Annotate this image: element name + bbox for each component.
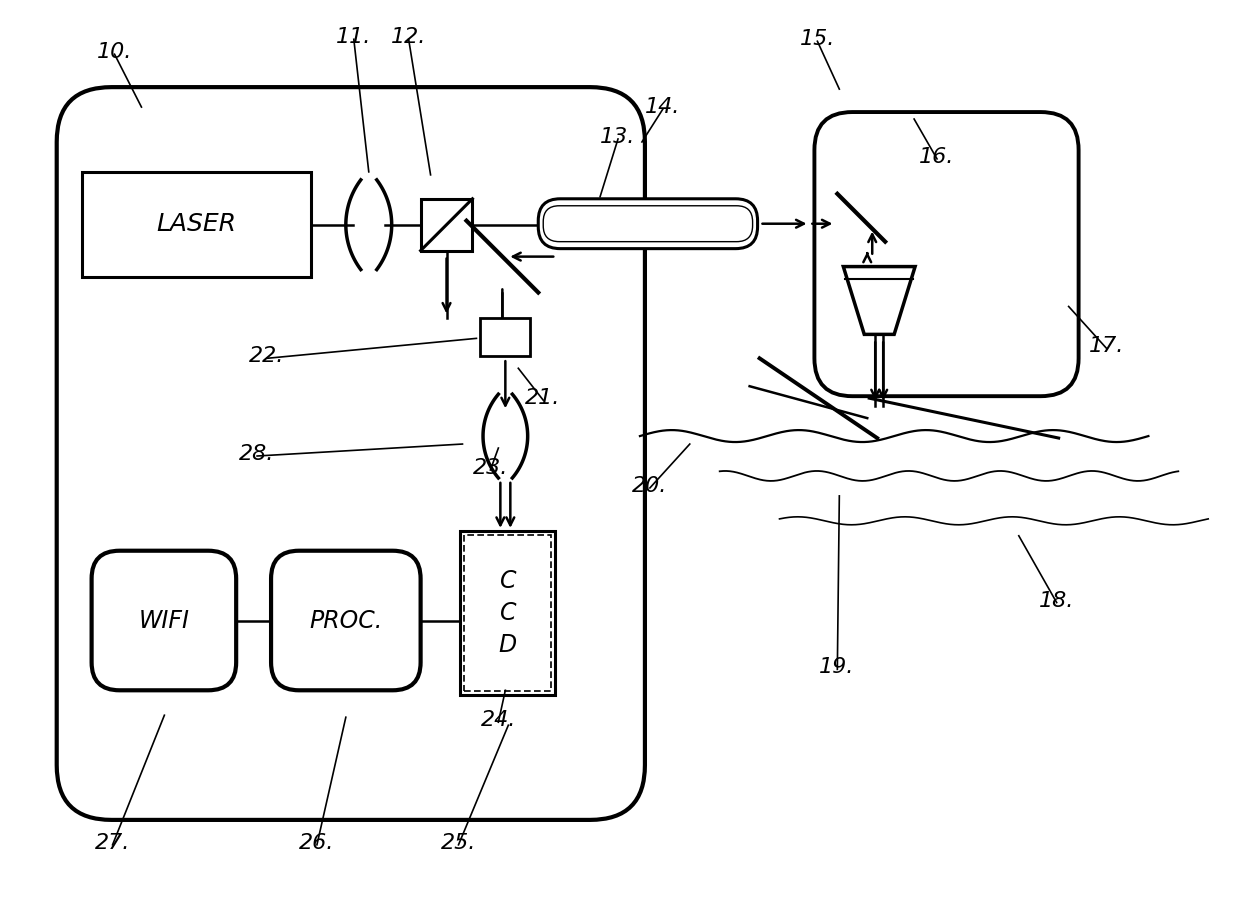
Text: PROC.: PROC. [309,608,382,633]
Bar [480,319,531,356]
Text: WIFI: WIFI [139,608,190,633]
Text: 22.: 22. [249,346,284,366]
Text: 14.: 14. [645,97,681,117]
Bar [460,530,556,695]
Text: 21.: 21. [526,388,560,409]
Bar [465,535,552,692]
Text: 19.: 19. [820,658,854,677]
Text: 27.: 27. [94,833,130,853]
Text: 28.: 28. [239,444,274,464]
Text: C
C
D: C C D [498,570,517,657]
Text: 24.: 24. [480,710,516,730]
Text: 17.: 17. [1089,336,1123,356]
Text: 11.: 11. [336,27,371,48]
FancyBboxPatch shape [92,551,236,691]
FancyBboxPatch shape [57,87,645,820]
FancyBboxPatch shape [272,551,420,691]
FancyBboxPatch shape [543,206,753,242]
Text: 10.: 10. [97,42,131,62]
Text: 25.: 25. [440,833,476,853]
Polygon shape [843,267,915,334]
Text: 26.: 26. [299,833,335,853]
Text: 20.: 20. [632,476,667,496]
FancyBboxPatch shape [538,199,758,248]
Text: 23.: 23. [472,458,508,478]
Bar [420,199,472,251]
Text: 16.: 16. [919,147,955,167]
FancyBboxPatch shape [815,112,1079,397]
Text: 15.: 15. [800,29,835,49]
Text: 12.: 12. [391,27,427,48]
Bar [82,172,311,277]
Text: 13.: 13. [600,127,635,147]
Text: LASER: LASER [156,213,237,236]
Text: 18.: 18. [1039,591,1074,611]
